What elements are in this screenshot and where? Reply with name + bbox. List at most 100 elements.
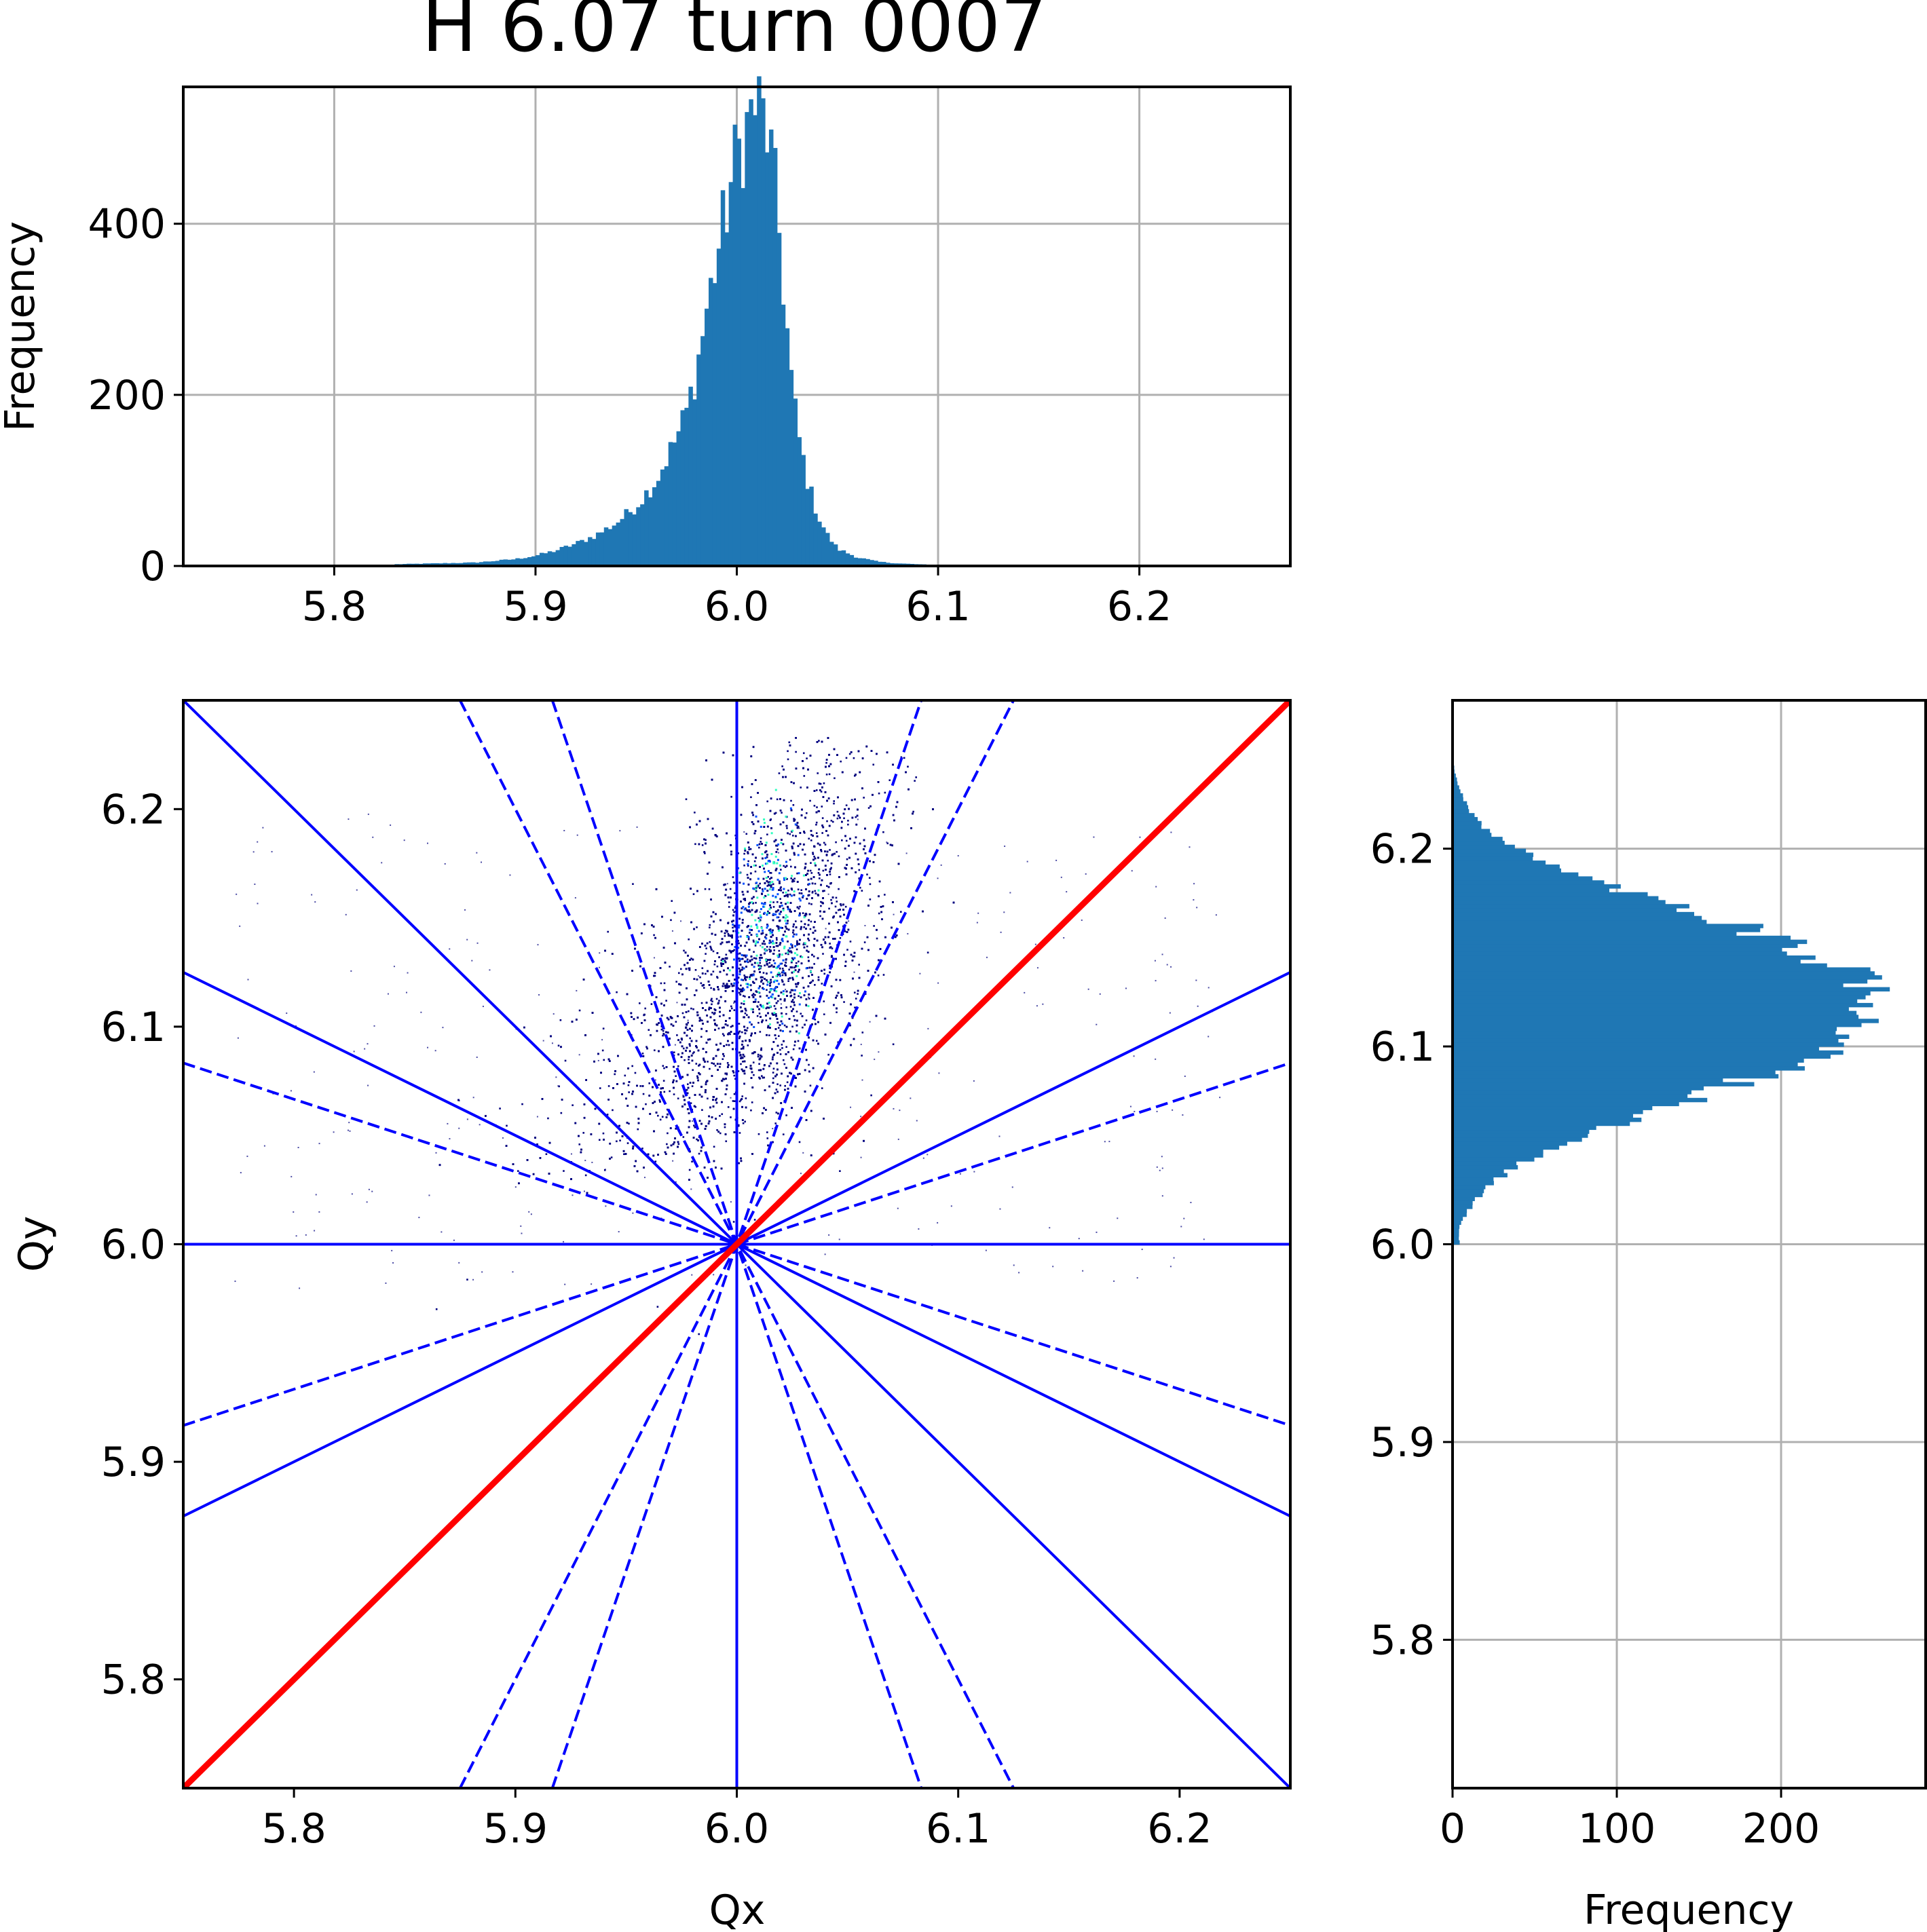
tune-point <box>863 941 866 943</box>
top-histogram-bar <box>519 558 524 566</box>
tune-point <box>882 974 885 976</box>
tune-point <box>692 1008 694 1010</box>
top-histogram-bar <box>576 541 580 566</box>
top-histogram-bar <box>817 521 822 566</box>
tune-point <box>819 782 822 785</box>
tune-point <box>830 898 832 901</box>
tune-point <box>846 949 848 951</box>
tune-point <box>820 791 823 793</box>
tune-point <box>774 1122 777 1124</box>
tune-point <box>766 949 768 951</box>
tune-point <box>723 1034 725 1037</box>
tune-point <box>732 1100 734 1102</box>
tune-point <box>840 904 842 907</box>
tune-point <box>872 763 875 766</box>
tune-point <box>705 1081 707 1083</box>
tune-point <box>766 833 768 836</box>
tune-point <box>669 966 671 968</box>
tune-point <box>654 1160 657 1162</box>
tune-point <box>701 1019 703 1022</box>
tune-point <box>762 972 765 974</box>
top-histogram-bar <box>885 563 891 566</box>
tune-point <box>805 812 808 814</box>
tune-point <box>659 1118 662 1121</box>
tune-point <box>849 941 852 943</box>
tune-point <box>828 907 830 910</box>
tune-point <box>772 1067 775 1070</box>
tune-point <box>755 890 757 892</box>
tune-point <box>767 910 769 913</box>
tune-point <box>758 1063 760 1065</box>
tune-point <box>822 869 825 872</box>
tune-point <box>646 1046 648 1048</box>
tune-point <box>813 855 815 858</box>
tune-point <box>833 802 835 805</box>
tune-point <box>758 1076 760 1079</box>
tune-point <box>843 817 845 820</box>
top-histogram-bar <box>753 115 757 566</box>
tune-point <box>499 1107 501 1110</box>
tune-point <box>738 1100 741 1103</box>
top-histogram-bar <box>692 399 697 566</box>
tune-point <box>808 939 810 942</box>
top-histogram-bar <box>716 248 722 566</box>
tune-point <box>773 1005 776 1007</box>
tune-point <box>602 1132 605 1135</box>
tune-point <box>694 811 696 814</box>
top-histogram-bar <box>720 190 726 567</box>
tune-point <box>800 787 802 789</box>
tune-point <box>903 757 905 759</box>
tune-point <box>657 1114 659 1117</box>
tune-point <box>770 965 772 968</box>
tune-point <box>817 976 820 979</box>
tune-point <box>745 1097 747 1099</box>
tune-point <box>927 951 929 954</box>
tune-point <box>775 936 778 939</box>
tune-point <box>839 937 842 939</box>
tune-point <box>810 862 812 864</box>
tune-point <box>666 1143 668 1145</box>
tune-point <box>720 964 723 966</box>
tune-point <box>709 1067 711 1070</box>
tune-point <box>790 865 792 868</box>
tune-point <box>814 1019 817 1021</box>
tune-point <box>725 953 728 956</box>
tune-point <box>692 893 695 895</box>
tune-point <box>685 798 688 801</box>
tune-point <box>701 1109 703 1111</box>
tune-point <box>804 867 806 870</box>
tune-point <box>838 855 840 858</box>
tune-point <box>557 1044 560 1047</box>
tune-point <box>776 901 779 903</box>
tune-point <box>787 953 789 955</box>
tune-point <box>740 984 742 987</box>
tune-point <box>740 1099 742 1101</box>
tune-point <box>606 1114 609 1116</box>
tune-point <box>769 877 771 880</box>
tune-point <box>784 1084 786 1087</box>
tune-point <box>826 885 828 887</box>
tune-point <box>602 1027 605 1030</box>
tune-point <box>752 1061 755 1063</box>
top-histogram-bar <box>616 523 621 566</box>
tune-point <box>753 860 756 863</box>
top-histogram-bar <box>467 562 472 566</box>
tune-point <box>691 1160 693 1163</box>
tune-point <box>770 872 772 874</box>
tune-point <box>827 859 829 862</box>
tune-point <box>673 1093 675 1095</box>
tune-point <box>716 1129 718 1131</box>
top-histogram-bar <box>874 561 878 566</box>
tune-point <box>764 894 766 897</box>
tune-point <box>654 974 656 977</box>
tune-point <box>754 945 757 947</box>
top-histogram-bar <box>761 98 766 566</box>
tune-point <box>747 938 750 941</box>
top-histogram-bar <box>495 561 500 566</box>
tune-point <box>753 941 755 943</box>
top-histogram-bar <box>712 283 717 566</box>
tune-point <box>699 976 701 979</box>
tune-point <box>667 1132 669 1135</box>
tune-point <box>740 1048 743 1050</box>
top-histogram-bar <box>527 556 532 566</box>
